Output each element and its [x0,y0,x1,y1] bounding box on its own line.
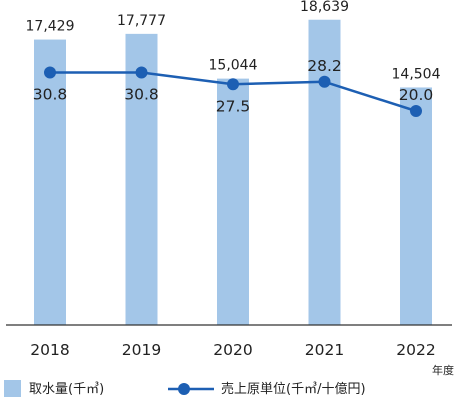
line-value-label-2021: 28.2 [307,57,342,75]
x-axis-ticks: 2018 2019 2020 2021 2022 [30,341,435,359]
legend-label-line: 売上原単位(千㎥/十億円) [221,381,366,397]
legend-label-bar: 取水量(千㎥) [29,382,104,397]
line-value-label-2022: 20.0 [399,86,434,104]
legend-swatch-marker [178,383,190,395]
x-tick-label-2019: 2019 [122,341,161,359]
line-point-2018 [44,66,56,79]
x-axis-unit-label: 年度 [432,363,454,377]
bar-value-label-2019: 17,777 [117,13,166,29]
line-value-label-2019: 30.8 [124,85,159,103]
legend: 取水量(千㎥) 売上原単位(千㎥/十億円) [4,380,366,397]
legend-swatch-bar [4,380,21,397]
bar-value-label-2020: 15,044 [209,58,258,74]
bar-2022 [400,87,432,326]
bar-value-label-2022: 14,504 [392,66,441,82]
bar-2019 [125,33,158,326]
line-value-label-2020: 27.5 [216,97,251,115]
line-point-2020 [227,78,239,91]
x-tick-label-2021: 2021 [305,341,344,359]
bar-value-label-2018: 17,429 [26,19,75,35]
x-tick-label-2020: 2020 [213,341,252,359]
bar-value-label-2021: 18,639 [300,0,349,15]
bars-layer: 17,429 17,777 15,044 18,639 14,504 [26,0,441,326]
line-point-2022 [410,105,422,117]
x-tick-label-2022: 2022 [396,341,435,359]
x-tick-label-2018: 2018 [30,341,69,359]
line-value-label-2018: 30.8 [33,85,68,103]
line-point-2019 [135,66,148,79]
bar-2020 [217,78,249,325]
line-layer: 30.8 30.8 27.5 28.2 20.0 [33,57,434,117]
line-point-2021 [318,75,331,88]
bar-2021 [308,19,341,325]
bar-2018 [34,39,66,325]
